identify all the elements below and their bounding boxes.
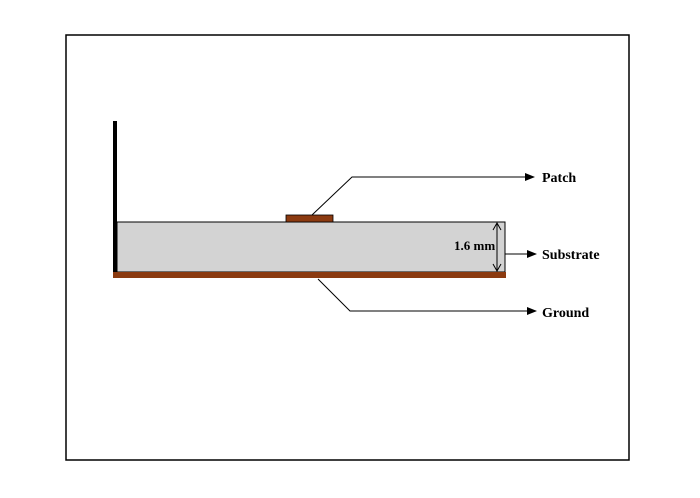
ground-plane	[113, 272, 506, 278]
thickness-arrow-bottom-icon	[492, 263, 502, 273]
patch-leader-line	[311, 173, 535, 216]
substrate-label: Substrate	[542, 248, 600, 263]
ground-leader-line	[317, 278, 537, 315]
patch-label: Patch	[542, 171, 576, 186]
ground-label: Ground	[542, 306, 589, 321]
thickness-arrow-top-icon	[492, 221, 502, 231]
substrate-layer	[116, 221, 506, 273]
feed-probe	[113, 121, 117, 278]
patch-element	[285, 214, 334, 223]
thickness-label: 1.6 mm	[454, 238, 495, 253]
